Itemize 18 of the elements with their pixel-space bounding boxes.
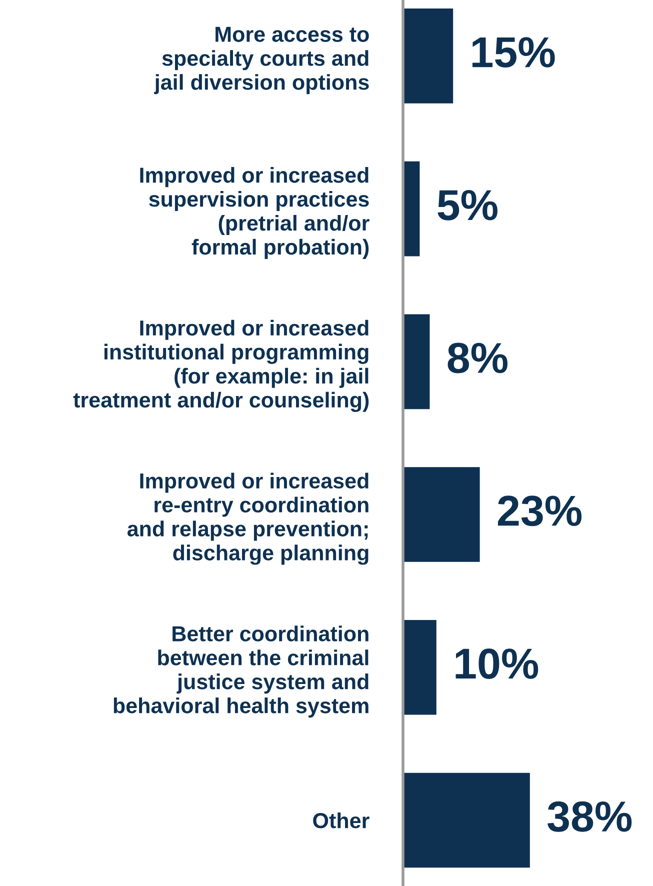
bar	[403, 620, 436, 715]
bar	[403, 314, 430, 410]
data-label: 38%	[548, 801, 632, 832]
y-tick-label: More access to specialty courts and jail diversion options	[154, 26, 369, 94]
y-tick-label: Improved or increased supervision practices (pretrial and/or formal probation)	[140, 167, 370, 259]
bar	[403, 8, 454, 104]
data-label: 5%	[438, 190, 498, 220]
y-tick-label: Improved or increased institutional programming (for example: in jail treatment and/or counseling)	[73, 320, 369, 412]
data-label: 8%	[448, 342, 508, 374]
bar	[403, 161, 420, 256]
data-label: 10%	[456, 648, 538, 679]
y-tick-label: Other	[313, 812, 370, 828]
data-label: 15%	[472, 37, 555, 68]
y-tick-label: Better coordination between the criminal justice system and behavioral health system	[114, 626, 368, 718]
data-label: 23%	[498, 496, 582, 526]
bar	[403, 772, 530, 868]
y-tick-label: Improved or increased re-entry coordination and relapse prevention; discharge planning	[127, 472, 368, 565]
bar	[403, 467, 480, 562]
